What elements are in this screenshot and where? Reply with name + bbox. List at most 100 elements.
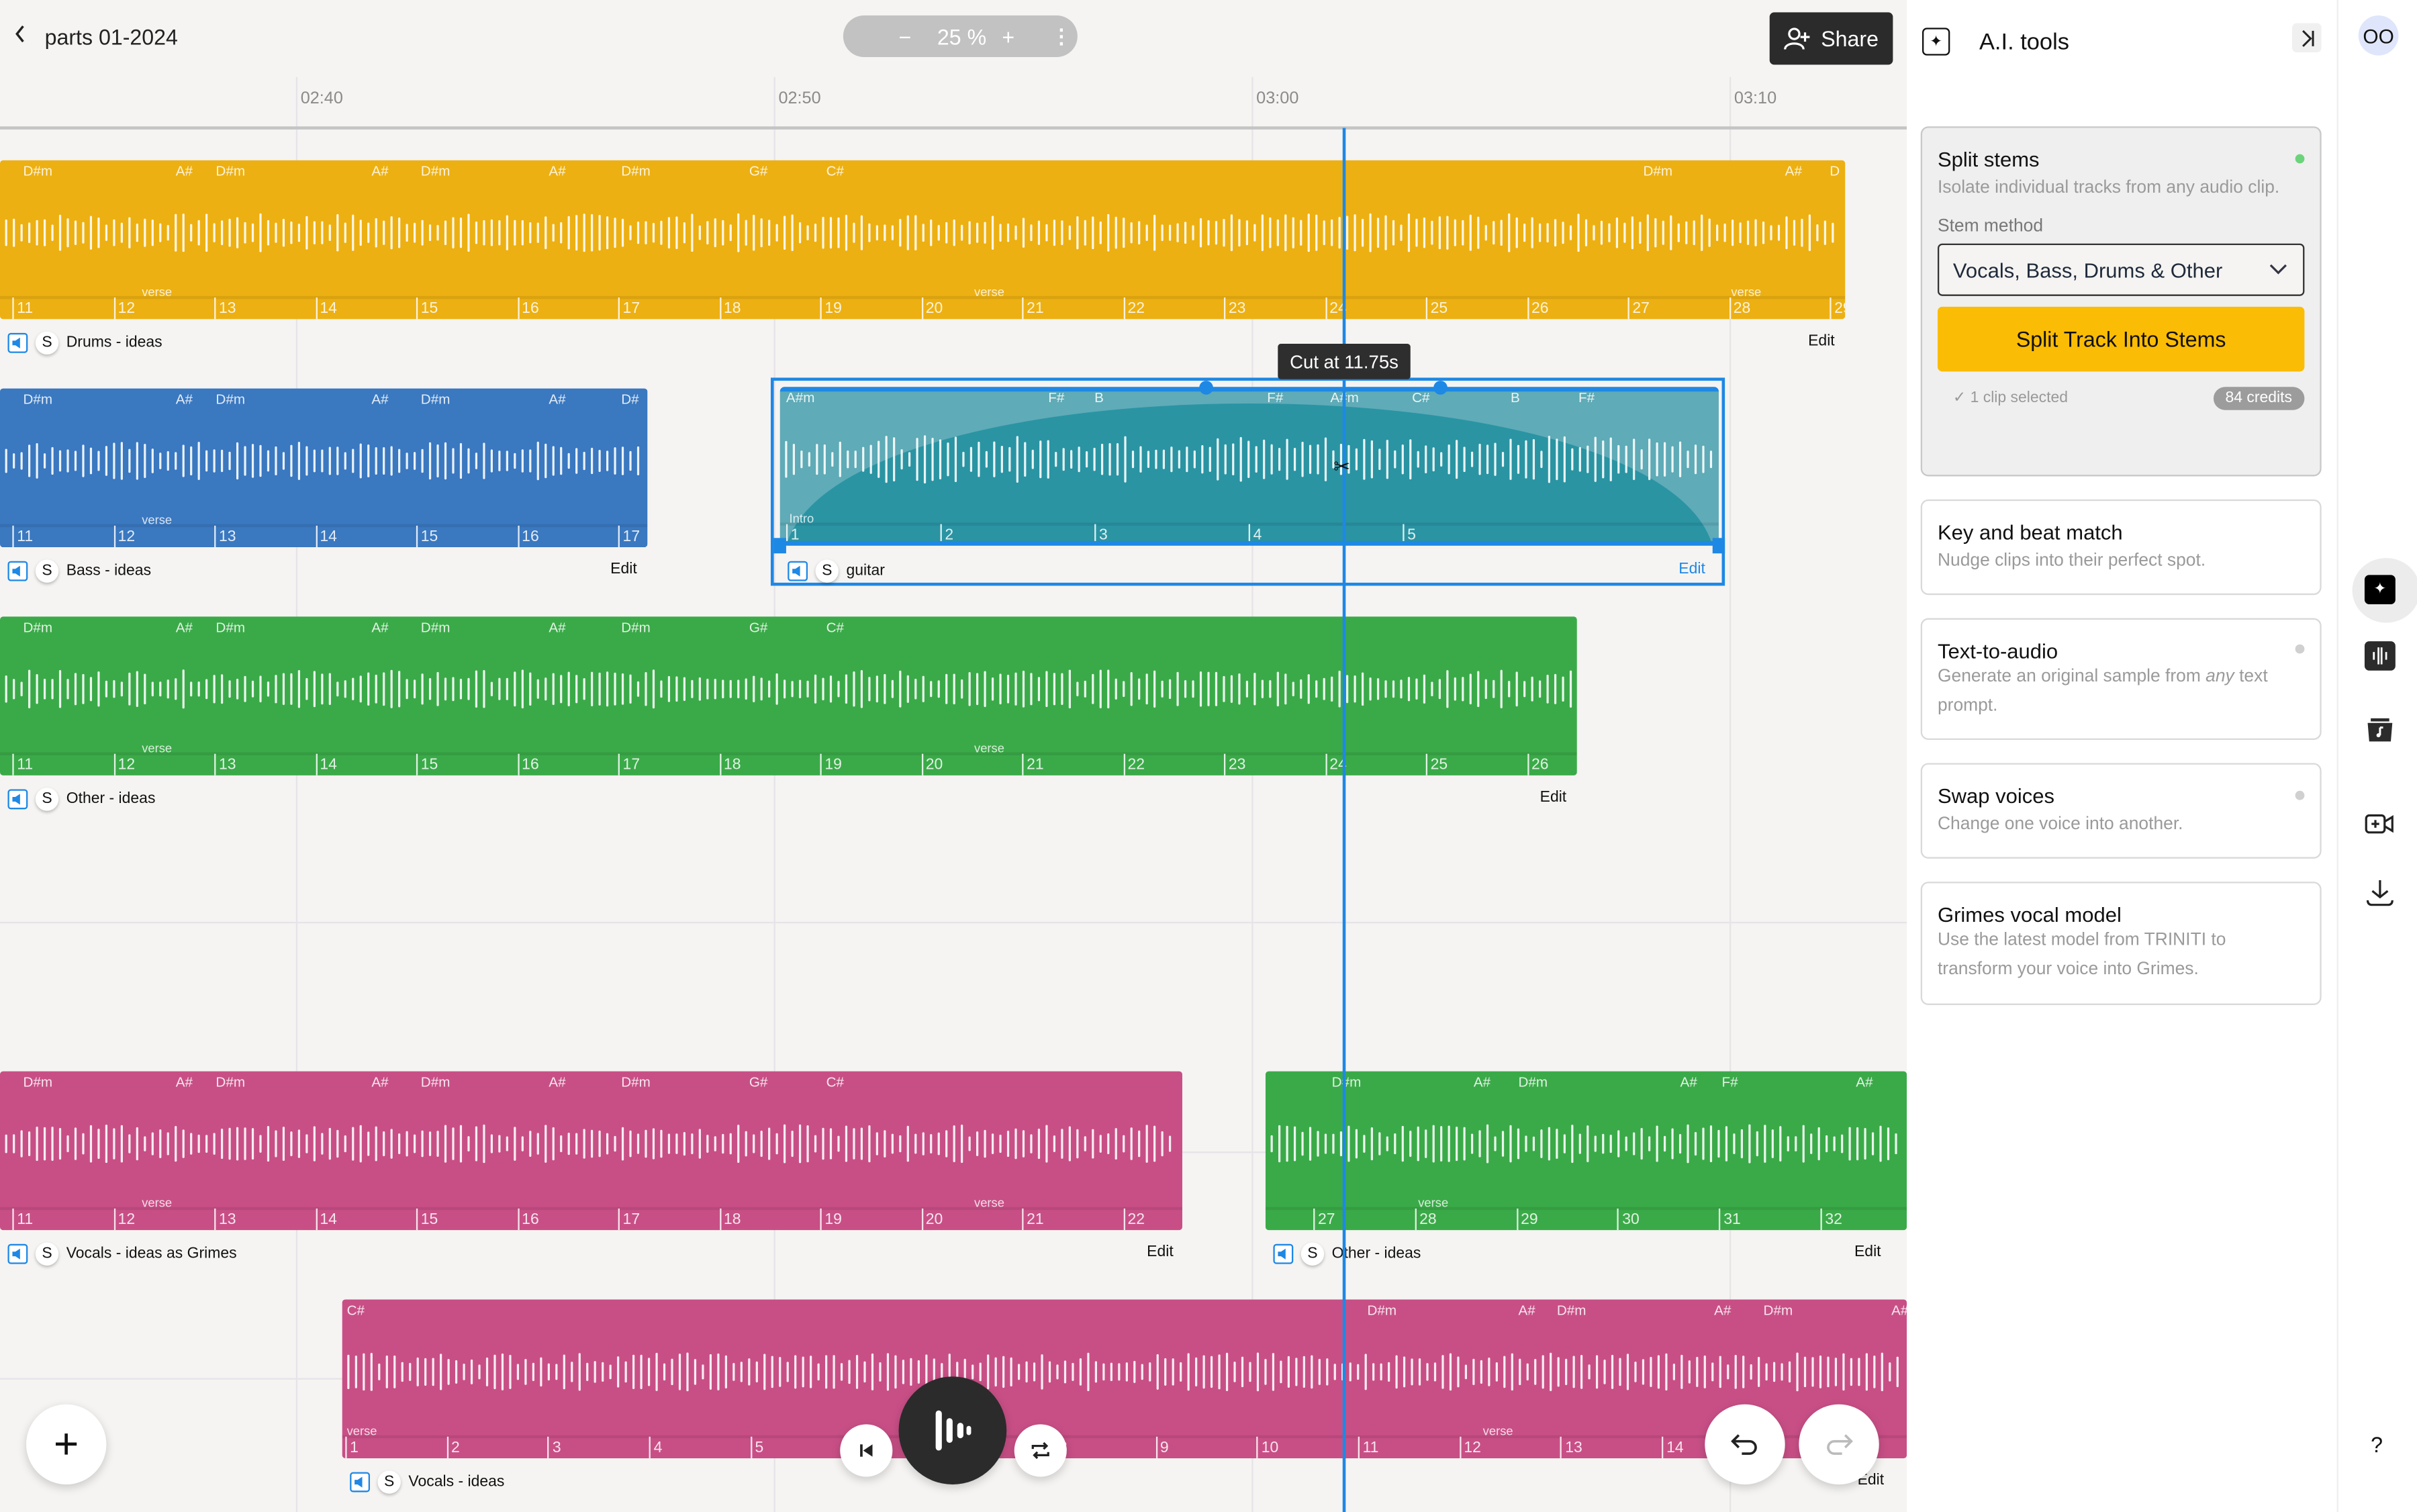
bar-number: 17 — [618, 525, 640, 548]
download-icon[interactable] — [2365, 879, 2396, 914]
solo-button[interactable]: S — [35, 1241, 59, 1265]
chord-label: A# — [371, 619, 389, 635]
skip-back-button[interactable] — [840, 1424, 893, 1477]
chord-label: F# — [1721, 1074, 1738, 1090]
section-label: verse — [1482, 1424, 1513, 1439]
chord-label: D#m — [23, 391, 53, 408]
audio-clip[interactable]: D#m A# D#m A# D#m A# D#m G# C# verse verse 11 12 13 14… — [0, 616, 1577, 775]
back-button[interactable] — [12, 23, 28, 50]
add-track-button[interactable]: + — [26, 1404, 107, 1484]
chord-label: C# — [1412, 389, 1430, 406]
add-video-icon[interactable] — [2365, 812, 2396, 845]
chord-label: A# — [175, 1074, 193, 1090]
mute-button[interactable] — [7, 788, 28, 809]
edit-clip-button[interactable]: Edit — [1808, 332, 1835, 350]
key-beat-match-card[interactable]: Key and beat match Nudge clips into thei… — [1920, 499, 2322, 596]
chord-label: A# — [549, 163, 566, 179]
description-text: text prompt. — [1937, 667, 2268, 716]
swap-voices-card[interactable]: Swap voices Change one voice into anothe… — [1920, 763, 2322, 859]
redo-button[interactable] — [1799, 1404, 1879, 1484]
bar-number: 10 — [1256, 1436, 1278, 1458]
chord-label: A# — [1785, 163, 1802, 179]
bar-number: 14 — [315, 1209, 337, 1231]
bar-number: 1 — [345, 1436, 359, 1458]
bar-number: 12 — [113, 297, 135, 320]
speaker-icon — [792, 565, 800, 576]
play-button[interactable] — [898, 1376, 1007, 1484]
mute-button[interactable] — [788, 560, 808, 581]
waveform — [1270, 1124, 1897, 1164]
bar-number: 26 — [1527, 753, 1549, 775]
mute-button[interactable] — [350, 1471, 371, 1492]
solo-button[interactable]: S — [815, 559, 839, 582]
bar-number: 30 — [1617, 1209, 1640, 1231]
selection-status-text: 1 clip selected — [1970, 389, 2069, 408]
chord-label: D#m — [621, 1074, 651, 1090]
more-options-icon[interactable]: ⋮ — [1051, 23, 1072, 48]
bar-number: 12 — [113, 525, 135, 548]
audio-clip[interactable]: D#m A# D#m A# D#m A# D#m G# C# verse verse 11 12 13 14… — [0, 1071, 1182, 1231]
zoom-in-button[interactable]: + — [1002, 23, 1015, 49]
waveform — [785, 403, 1713, 546]
bar-number: 27 — [1627, 297, 1650, 320]
trim-handle[interactable] — [773, 538, 786, 554]
credits-badge: 84 credits — [2213, 387, 2305, 410]
chord-label: D#m — [420, 163, 451, 179]
audio-clip[interactable]: D#m A# D#m A# F# A# verse 27 28 29 30 31 32 — [1265, 1071, 1907, 1231]
fade-handle[interactable] — [1433, 381, 1448, 395]
chord-label: A# — [1680, 1074, 1697, 1090]
solo-button[interactable]: S — [377, 1470, 401, 1493]
waveform-icon[interactable] — [2364, 641, 2396, 671]
bar-number: 16 — [517, 297, 539, 320]
undo-button[interactable] — [1705, 1404, 1785, 1484]
mute-button[interactable] — [7, 332, 28, 352]
edit-clip-button[interactable]: Edit — [610, 561, 637, 578]
zoom-out-button[interactable]: − — [898, 23, 912, 49]
loop-button[interactable] — [1014, 1424, 1067, 1477]
chord-label: D — [1830, 163, 1840, 179]
avatar[interactable]: OO — [2358, 15, 2399, 56]
loop-icon — [1031, 1442, 1049, 1460]
help-button[interactable]: ? — [2371, 1431, 2383, 1457]
fade-handle[interactable] — [1199, 381, 1213, 395]
clip-selection-box[interactable] — [770, 377, 1725, 586]
split-stems-card: Split stems Isolate individual tracks fr… — [1920, 126, 2322, 477]
audio-clip[interactable]: C#D#mA#D#mA#D#mA#verseverse1234567891011… — [342, 1299, 1907, 1458]
grimes-vocal-model-card[interactable]: Grimes vocal model Use the latest model … — [1920, 882, 2322, 1005]
section-label: Intro — [789, 512, 814, 526]
bar-number: 21 — [1022, 753, 1044, 775]
section-label: verse — [142, 741, 173, 756]
text-to-audio-card[interactable]: Text-to-audio Generate an original sampl… — [1920, 618, 2322, 741]
edit-clip-button[interactable]: Edit — [1539, 789, 1567, 806]
bar-number: 18 — [719, 753, 741, 775]
stem-method-select[interactable]: Vocals, Bass, Drums & Other — [1937, 243, 2305, 296]
chord-label: A# — [1473, 1074, 1491, 1090]
solo-button[interactable]: S — [35, 330, 59, 354]
playhead[interactable] — [1342, 128, 1346, 1512]
chord-label: B — [1094, 389, 1104, 406]
mute-button[interactable] — [7, 1243, 28, 1264]
track-name: Vocals - ideas as Grimes — [66, 1244, 237, 1262]
trim-handle[interactable] — [1712, 538, 1725, 554]
share-button[interactable]: Share — [1769, 12, 1893, 65]
bar-number: 20 — [920, 753, 943, 775]
mute-button[interactable] — [1273, 1243, 1294, 1264]
bar-ruler-line — [1265, 1207, 1907, 1211]
solo-button[interactable]: S — [35, 559, 59, 582]
bar-number: 12 — [1459, 1436, 1481, 1458]
audio-clip[interactable]: D#m A# D#m A# D#m A# D# verse 11 12 13 14 15 16 17 — [0, 388, 648, 548]
collapse-panel-button[interactable] — [2292, 23, 2322, 53]
ai-tools-icon[interactable]: ✦ — [2364, 575, 2396, 605]
edit-clip-button[interactable]: Edit — [1678, 561, 1705, 578]
music-library-icon[interactable] — [2365, 714, 2396, 752]
mute-button[interactable] — [7, 560, 28, 581]
edit-clip-button[interactable]: Edit — [1854, 1243, 1881, 1262]
split-track-button[interactable]: Split Track Into Stems — [1937, 306, 2305, 372]
edit-clip-button[interactable]: Edit — [1147, 1243, 1174, 1262]
grid-line — [1729, 77, 1732, 1512]
bar-number: 29 — [1516, 1209, 1538, 1231]
solo-button[interactable]: S — [1300, 1241, 1325, 1265]
solo-button[interactable]: S — [35, 787, 59, 810]
